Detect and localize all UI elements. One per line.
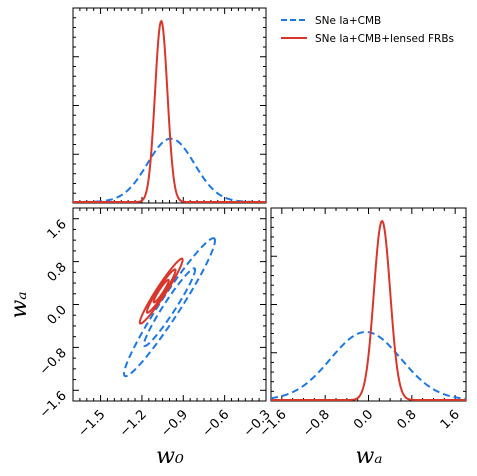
wa-tick-label-x: 1.6: [438, 407, 463, 432]
wa-tick-label-y: 0.0: [45, 303, 70, 328]
wa-tick-label-x: −0.8: [300, 407, 333, 440]
curves: [73, 19, 467, 401]
legend: SNe Ia+CMB SNe Ia+CMB+lensed FRBs: [281, 15, 454, 45]
joint-panel-frame: [72, 207, 267, 402]
marginal-w0-frame: [72, 7, 267, 204]
w0-tick-label: −1.2: [117, 407, 150, 440]
contour-red-2-sigma: [145, 268, 177, 314]
w0-tick-label: −1.5: [75, 407, 108, 440]
x-axis-label-w0: w₀: [156, 444, 184, 469]
wa-tick-label-y: −1.6: [37, 388, 70, 421]
wa-tick-label-x: 0.0: [351, 407, 376, 432]
marginal-wa-frame: [270, 207, 467, 402]
contour-blue-2-sigma: [123, 237, 216, 378]
wa-tick-label-y: 1.6: [45, 217, 70, 242]
y-axis-label-wa: wₐ: [7, 291, 32, 318]
w0-tick-label: −0.9: [158, 407, 191, 440]
marginal-wa-curve-blue: [270, 330, 467, 400]
contour-red-3-sigma: [138, 257, 184, 325]
tick-marks: [72, 7, 467, 402]
w0-tick-label: −0.6: [200, 407, 233, 440]
marginal-wa-curve-red: [271, 219, 466, 401]
legend-label-blue: SNe Ia+CMB: [315, 15, 381, 27]
contour-blue-1-sigma: [142, 267, 197, 347]
wa-tick-label-x: 0.8: [394, 407, 419, 432]
x-axis-label-wa: wₐ: [355, 444, 382, 469]
marginal-w0-curve-red: [73, 19, 266, 203]
wa-tick-label-y: −0.8: [37, 346, 70, 379]
legend-label-red: SNe Ia+CMB+lensed FRBs: [315, 33, 454, 45]
tick-labels: −1.5 −1.2 −0.9 −0.6 −0.3−1.6 −0.8 0.0 0.8 1.6−1.…: [37, 217, 463, 440]
wa-tick-label-y: 0.8: [45, 260, 70, 285]
contour-red-1-sigma: [152, 278, 170, 304]
marginal-w0-curve-blue: [73, 137, 266, 203]
